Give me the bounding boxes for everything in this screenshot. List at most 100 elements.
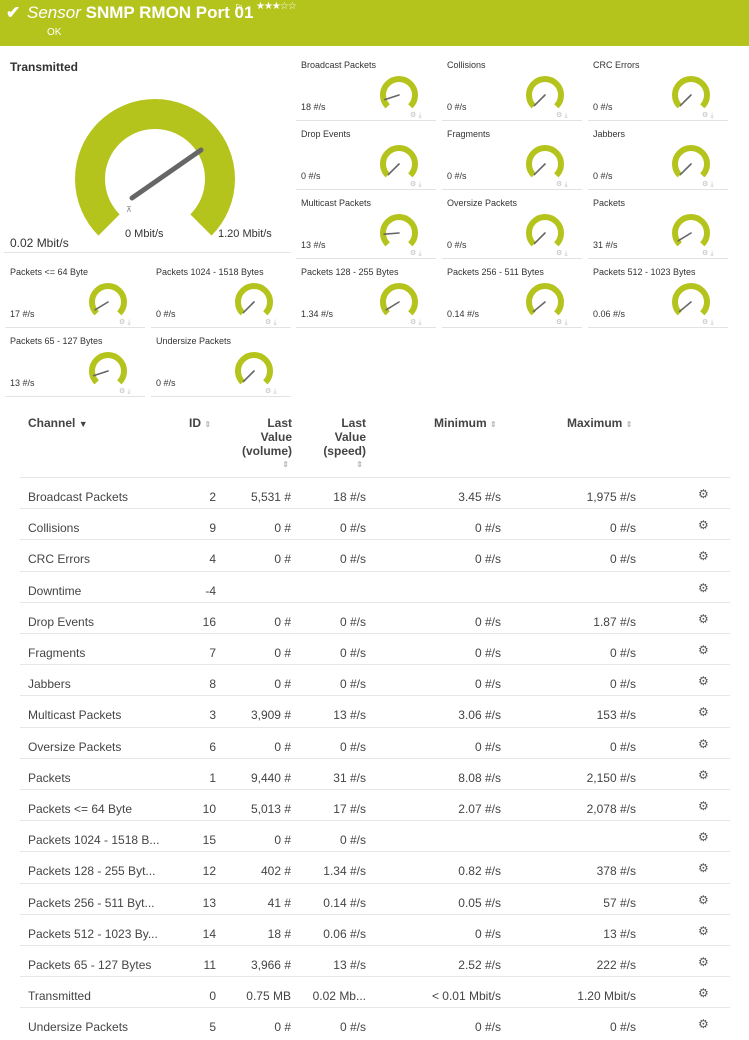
channel-id: 0 xyxy=(209,989,216,1004)
gauge-tile[interactable]: Packets 128 - 255 Bytes ⚙ ⤓ 1.34 #/s xyxy=(296,263,436,328)
channel-settings-icon[interactable]: ⚙ xyxy=(698,643,709,657)
gauge-arc xyxy=(89,352,127,385)
gauge-needle xyxy=(532,301,546,313)
table-row[interactable]: Fragments 7 0 # 0 #/s 0 #/s 0 #/s ⚙ xyxy=(20,633,730,665)
gauge-needle xyxy=(677,232,692,242)
channel-settings-icon[interactable]: ⚙ xyxy=(698,986,709,1001)
sensor-title: Sensor SNMP RMON Port 01 xyxy=(27,3,254,22)
last-value-volume: 0 # xyxy=(274,677,291,692)
gauge-dial: ⚙ ⤓ xyxy=(672,283,714,325)
gauge-tile[interactable]: Packets <= 64 Byte ⚙ ⤓ 17 #/s xyxy=(5,263,145,328)
channel-settings-icon[interactable]: ⚙ xyxy=(698,767,709,782)
channel-settings-icon[interactable]: ⚙ xyxy=(698,1017,709,1032)
gauge-tools-icon: ⚙ ⤓ xyxy=(265,318,277,325)
last-value-volume: 18 # xyxy=(267,926,291,941)
channel-settings-icon[interactable]: ⚙ xyxy=(698,611,709,626)
last-value-volume: 0 # xyxy=(274,646,291,660)
gauge-tile[interactable]: Undersize Packets ⚙ ⤓ 0 #/s xyxy=(151,332,291,397)
gauge-arc xyxy=(235,352,273,385)
flag-icon[interactable]: ⚐ xyxy=(234,3,244,15)
gauge-tile[interactable]: Jabbers ⚙ ⤓ 0 #/s xyxy=(588,125,728,190)
minimum-value: 0.05 #/s xyxy=(458,895,501,910)
channel-settings-icon[interactable]: ⚙ xyxy=(698,892,709,907)
table-row[interactable]: Undersize Packets 5 0 # 0 #/s 0 #/s 0 #/s ⚙ xyxy=(20,1007,730,1039)
last-value-volume: 0 # xyxy=(274,552,291,567)
col-id[interactable]: ID ⇕ xyxy=(189,416,212,430)
sensor-header: ✔ Sensor SNMP RMON Port 01 ⚐ ★★★☆☆ OK xyxy=(0,0,749,46)
gauge-tools-icon: ⚙ ⤓ xyxy=(265,387,277,394)
channel-settings-icon[interactable]: ⚙ xyxy=(698,799,709,813)
minimum-value: 8.08 #/s xyxy=(458,770,501,785)
channel-settings-icon[interactable]: ⚙ xyxy=(698,580,709,595)
col-maximum[interactable]: Maximum ⇕ xyxy=(567,416,633,430)
table-row[interactable]: Multicast Packets 3 3,909 # 13 #/s 3.06 #/s 1… xyxy=(20,695,730,727)
channel-name: Packets xyxy=(28,770,71,785)
maximum-value: 0 #/s xyxy=(609,552,636,567)
table-row[interactable]: Packets 65 - 127 Bytes 11 3,966 # 13 #/s 2.5… xyxy=(20,945,730,977)
table-row[interactable]: Packets 1 9,440 # 31 #/s 8.08 #/s 2,150 #/s ⚙ xyxy=(20,757,730,790)
table-row[interactable]: Packets 1024 - 1518 B... 15 0 # 0 #/s ⚙ xyxy=(20,820,730,852)
table-row[interactable]: Transmitted 0 0.75 MB 0.02 Mb... < 0.01 Mbit… xyxy=(20,976,730,1008)
gauge-tile[interactable]: Packets 1024 - 1518 Bytes ⚙ ⤓ 0 #/s xyxy=(151,263,291,328)
gauge-value: 0 #/s xyxy=(593,171,613,181)
gauge-tile[interactable]: Collisions ⚙ ⤓ 0 #/s xyxy=(442,56,582,121)
gauge-tile[interactable]: Fragments ⚙ ⤓ 0 #/s xyxy=(442,125,582,190)
gauge-value: 31 #/s xyxy=(593,240,618,250)
last-value-speed: 0 #/s xyxy=(339,677,366,692)
gauge-tools-icon: ⚙ ⤓ xyxy=(556,111,568,118)
table-row[interactable]: Packets 512 - 1023 By... 14 18 # 0.06 #/s 0 … xyxy=(20,913,730,946)
gauge-arc xyxy=(672,283,710,316)
gauge-tile[interactable]: CRC Errors ⚙ ⤓ 0 #/s xyxy=(588,56,728,121)
col-last-value-speed[interactable]: Last Value (speed) ⇕ xyxy=(323,416,366,469)
gauge-tile[interactable]: Oversize Packets ⚙ ⤓ 0 #/s xyxy=(442,194,582,259)
col-last-value-volume[interactable]: Last Value (volume) ⇕ xyxy=(241,416,292,469)
gauge-tile[interactable]: Packets ⚙ ⤓ 31 #/s xyxy=(588,194,728,259)
gauge-tile[interactable]: Packets 512 - 1023 Bytes ⚙ ⤓ 0.06 #/s xyxy=(588,263,728,328)
minimum-value: 3.06 #/s xyxy=(458,708,501,723)
gauge-tile[interactable]: Drop Events ⚙ ⤓ 0 #/s xyxy=(296,125,436,190)
table-row[interactable]: Downtime -4 ⚙ xyxy=(20,570,730,603)
col-channel[interactable]: Channel ▼ xyxy=(28,416,88,430)
table-row[interactable]: CRC Errors 4 0 # 0 #/s 0 #/s 0 #/s ⚙ xyxy=(20,539,730,571)
table-row[interactable]: Collisions 9 0 # 0 #/s 0 #/s 0 #/s ⚙ xyxy=(20,508,730,540)
channel-settings-icon[interactable]: ⚙ xyxy=(698,955,709,969)
gauge-value: 1.34 #/s xyxy=(301,309,334,319)
channel-settings-icon[interactable]: ⚙ xyxy=(698,861,709,876)
table-row[interactable]: Packets <= 64 Byte 10 5,013 # 17 #/s 2.07 #/… xyxy=(20,789,730,821)
channel-id: 2 xyxy=(209,490,216,504)
gauge-dial: ⚙ ⤓ xyxy=(235,283,277,325)
last-value-speed: 13 #/s xyxy=(333,708,366,723)
gauge-dial: ⚙ ⤓ xyxy=(526,283,568,325)
priority-stars[interactable]: ★★★☆☆ xyxy=(256,1,297,12)
last-value-volume: 0.75 MB xyxy=(246,989,291,1004)
gauge-needle xyxy=(242,370,255,383)
maximum-value: 0 #/s xyxy=(609,521,636,536)
channel-settings-icon[interactable]: ⚙ xyxy=(698,736,709,751)
channel-settings-icon[interactable]: ⚙ xyxy=(698,549,709,564)
gauge-tile[interactable]: Packets 65 - 127 Bytes ⚙ ⤓ 13 #/s xyxy=(5,332,145,397)
gauge-tile[interactable]: Multicast Packets ⚙ ⤓ 13 #/s xyxy=(296,194,436,259)
channel-settings-icon[interactable]: ⚙ xyxy=(698,705,709,720)
channel-settings-icon[interactable]: ⚙ xyxy=(698,830,709,845)
last-value-volume: 402 # xyxy=(260,864,291,879)
channel-settings-icon[interactable]: ⚙ xyxy=(698,923,709,938)
gauge-value: 13 #/s xyxy=(301,240,326,250)
table-row[interactable]: Drop Events 16 0 # 0 #/s 0 #/s 1.87 #/s ⚙ xyxy=(20,601,730,634)
gauge-tile[interactable]: Broadcast Packets ⚙ ⤓ 18 #/s xyxy=(296,56,436,121)
minimum-value: 0.82 #/s xyxy=(458,864,501,879)
table-row[interactable]: Packets 128 - 255 Byt... 12 402 # 1.34 #/s 0… xyxy=(20,851,730,883)
channel-settings-icon[interactable]: ⚙ xyxy=(698,674,709,689)
channel-id: 4 xyxy=(209,552,216,567)
table-row[interactable]: Oversize Packets 6 0 # 0 #/s 0 #/s 0 #/s ⚙ xyxy=(20,726,730,759)
gauge-dial: ⚙ ⤓ xyxy=(526,76,568,118)
channel-settings-icon[interactable]: ⚙ xyxy=(698,487,709,501)
col-minimum[interactable]: Minimum ⇕ xyxy=(434,416,497,430)
channel-settings-icon[interactable]: ⚙ xyxy=(698,518,709,533)
gauge-value: 0.06 #/s xyxy=(593,309,626,319)
table-row[interactable]: Jabbers 8 0 # 0 #/s 0 #/s 0 #/s ⚙ xyxy=(20,664,730,696)
table-row[interactable]: Broadcast Packets 2 5,531 # 18 #/s 3.45 #/s 1… xyxy=(20,477,730,509)
channel-name: Packets 1024 - 1518 B... xyxy=(28,833,160,848)
table-row[interactable]: Packets 256 - 511 Byt... 13 41 # 0.14 #/s 0.… xyxy=(20,882,730,915)
gauge-tile[interactable]: Packets 256 - 511 Bytes ⚙ ⤓ 0.14 #/s xyxy=(442,263,582,328)
gauge-value: 0 #/s xyxy=(301,171,321,181)
